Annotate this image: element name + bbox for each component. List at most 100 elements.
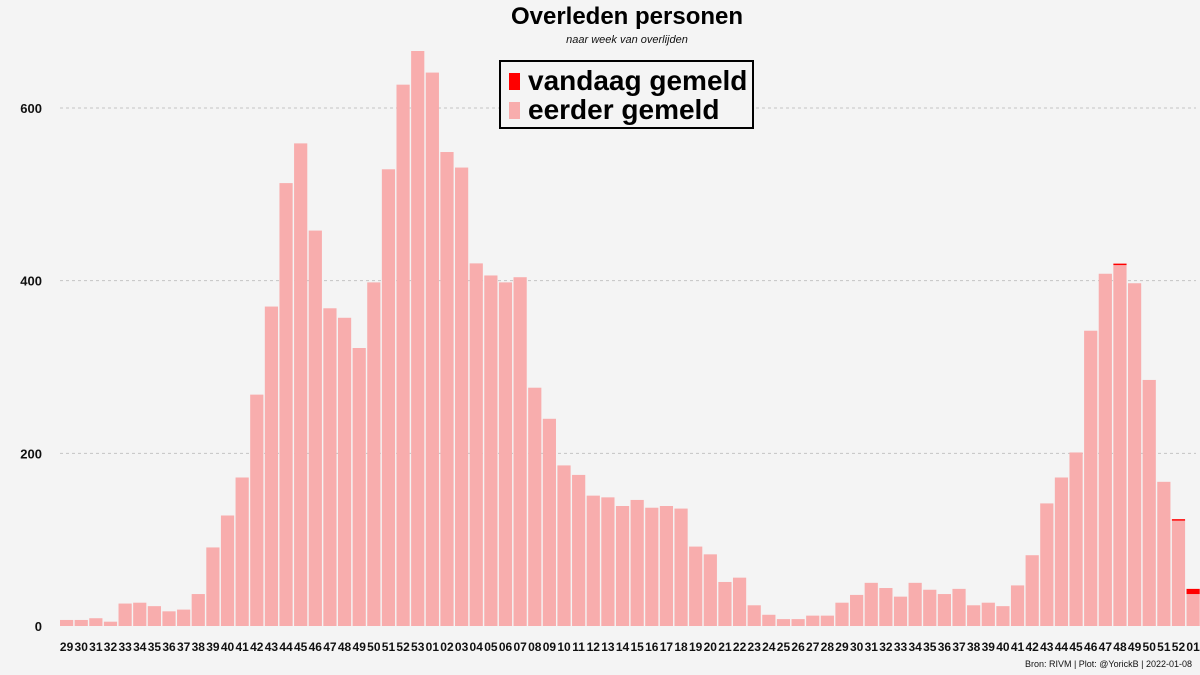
x-tick-label: 09 [543, 640, 557, 654]
bar-eerder-gemeld [879, 588, 893, 626]
legend-label-vandaag: vandaag gemeld [528, 65, 748, 96]
x-tick-label: 06 [499, 640, 513, 654]
x-tick-label: 33 [118, 640, 132, 654]
bar-eerder-gemeld [484, 275, 498, 626]
x-tick-label: 48 [1113, 640, 1127, 654]
x-tick-label: 32 [104, 640, 118, 654]
bar-eerder-gemeld [557, 465, 571, 626]
bar-eerder-gemeld [645, 507, 659, 626]
bar-eerder-gemeld [762, 614, 776, 626]
y-tick-label: 200 [20, 446, 42, 461]
legend-swatch-eerder [509, 101, 520, 119]
bar-vandaag-gemeld [1113, 263, 1127, 266]
x-tick-label: 05 [484, 640, 498, 654]
bar-eerder-gemeld [1171, 520, 1186, 626]
x-tick-label: 15 [630, 640, 644, 654]
x-tick-label: 19 [689, 640, 703, 654]
x-tick-label: 51 [1157, 640, 1171, 654]
x-tick-label: 24 [762, 640, 776, 654]
bar-eerder-gemeld [820, 615, 834, 626]
bar-eerder-gemeld [308, 230, 322, 626]
bar-eerder-gemeld [528, 387, 542, 626]
x-tick-label: 01 [426, 640, 440, 654]
bar-eerder-gemeld [177, 609, 191, 626]
bar-eerder-gemeld [776, 619, 791, 626]
x-tick-label: 29 [60, 640, 74, 654]
x-tick-label: 31 [865, 640, 879, 654]
bar-eerder-gemeld [162, 611, 176, 626]
bar-eerder-gemeld [923, 589, 937, 626]
x-tick-label: 45 [1069, 640, 1083, 654]
bar-eerder-gemeld [1040, 503, 1054, 626]
x-tick-label: 48 [338, 640, 352, 654]
x-tick-label: 36 [938, 640, 952, 654]
x-tick-label: 50 [1143, 640, 1157, 654]
bar-eerder-gemeld [542, 418, 556, 626]
x-tick-label: 30 [850, 640, 864, 654]
source-caption: Bron: RIVM | Plot: @YorickB | 2022-01-08 [1024, 659, 1192, 669]
x-tick-label: 21 [718, 640, 732, 654]
x-tick-label: 01 [1186, 640, 1200, 654]
bar-eerder-gemeld [220, 515, 235, 626]
bar-eerder-gemeld [864, 582, 878, 626]
x-tick-label: 38 [967, 640, 981, 654]
x-tick-label: 14 [616, 640, 630, 654]
bar-eerder-gemeld [1054, 477, 1069, 626]
bar-vandaag-gemeld [1186, 588, 1200, 595]
bar-eerder-gemeld [732, 577, 747, 626]
bar-eerder-gemeld [1142, 379, 1156, 626]
bar-eerder-gemeld [850, 594, 864, 626]
bar-eerder-gemeld [601, 497, 615, 626]
x-tick-label: 34 [908, 640, 922, 654]
x-tick-label: 35 [148, 640, 162, 654]
x-tick-label: 53 [411, 640, 425, 654]
bar-eerder-gemeld [689, 546, 703, 626]
bar-eerder-gemeld [1084, 330, 1098, 626]
bar-eerder-gemeld [806, 615, 820, 626]
bar-eerder-gemeld [1069, 452, 1083, 626]
x-tick-label: 33 [894, 640, 908, 654]
gridlines [60, 107, 1196, 454]
bar-eerder-gemeld [952, 588, 966, 626]
y-axis-ticks: 0 200 400 600 [20, 101, 42, 634]
bar-eerder-gemeld [572, 474, 586, 626]
x-tick-label: 13 [601, 640, 615, 654]
x-tick-label: 04 [470, 640, 484, 654]
x-tick-label: 44 [279, 640, 293, 654]
x-tick-label: 43 [265, 640, 279, 654]
bar-eerder-gemeld [937, 594, 951, 626]
x-tick-label: 47 [323, 640, 337, 654]
bar-eerder-gemeld [323, 308, 337, 626]
x-tick-label: 34 [133, 640, 147, 654]
bar-eerder-gemeld [996, 606, 1010, 626]
x-tick-label: 27 [806, 640, 820, 654]
x-tick-label: 16 [645, 640, 659, 654]
bar-eerder-gemeld [381, 169, 396, 627]
x-tick-label: 47 [1099, 640, 1113, 654]
x-tick-label: 49 [1128, 640, 1142, 654]
x-tick-label: 39 [982, 640, 996, 654]
x-tick-label: 26 [791, 640, 805, 654]
bar-eerder-gemeld [133, 602, 147, 626]
bar-eerder-gemeld [279, 183, 293, 626]
x-tick-label: 08 [528, 640, 542, 654]
bar-eerder-gemeld [235, 477, 249, 626]
bar-eerder-gemeld [89, 618, 103, 626]
legend-label-eerder: eerder gemeld [528, 94, 720, 125]
bar-eerder-gemeld [615, 505, 630, 626]
x-tick-label: 37 [177, 640, 191, 654]
bar-eerder-gemeld [981, 602, 995, 626]
bar-eerder-gemeld [1127, 283, 1142, 626]
x-axis-ticks: 29 30 31 32 33 34 35 36 37 38 39 40 41 42 43 44 45 46 47 48… [60, 640, 1200, 654]
bar-eerder-gemeld [718, 581, 732, 626]
bar-eerder-gemeld [74, 619, 88, 626]
x-tick-label: 40 [996, 640, 1010, 654]
x-tick-label: 46 [309, 640, 323, 654]
bar-eerder-gemeld [425, 72, 439, 626]
x-tick-label: 07 [513, 640, 527, 654]
x-tick-label: 12 [587, 640, 601, 654]
y-tick-label: 400 [20, 274, 42, 289]
x-tick-label: 35 [923, 640, 937, 654]
bar-eerder-gemeld [1113, 265, 1127, 626]
